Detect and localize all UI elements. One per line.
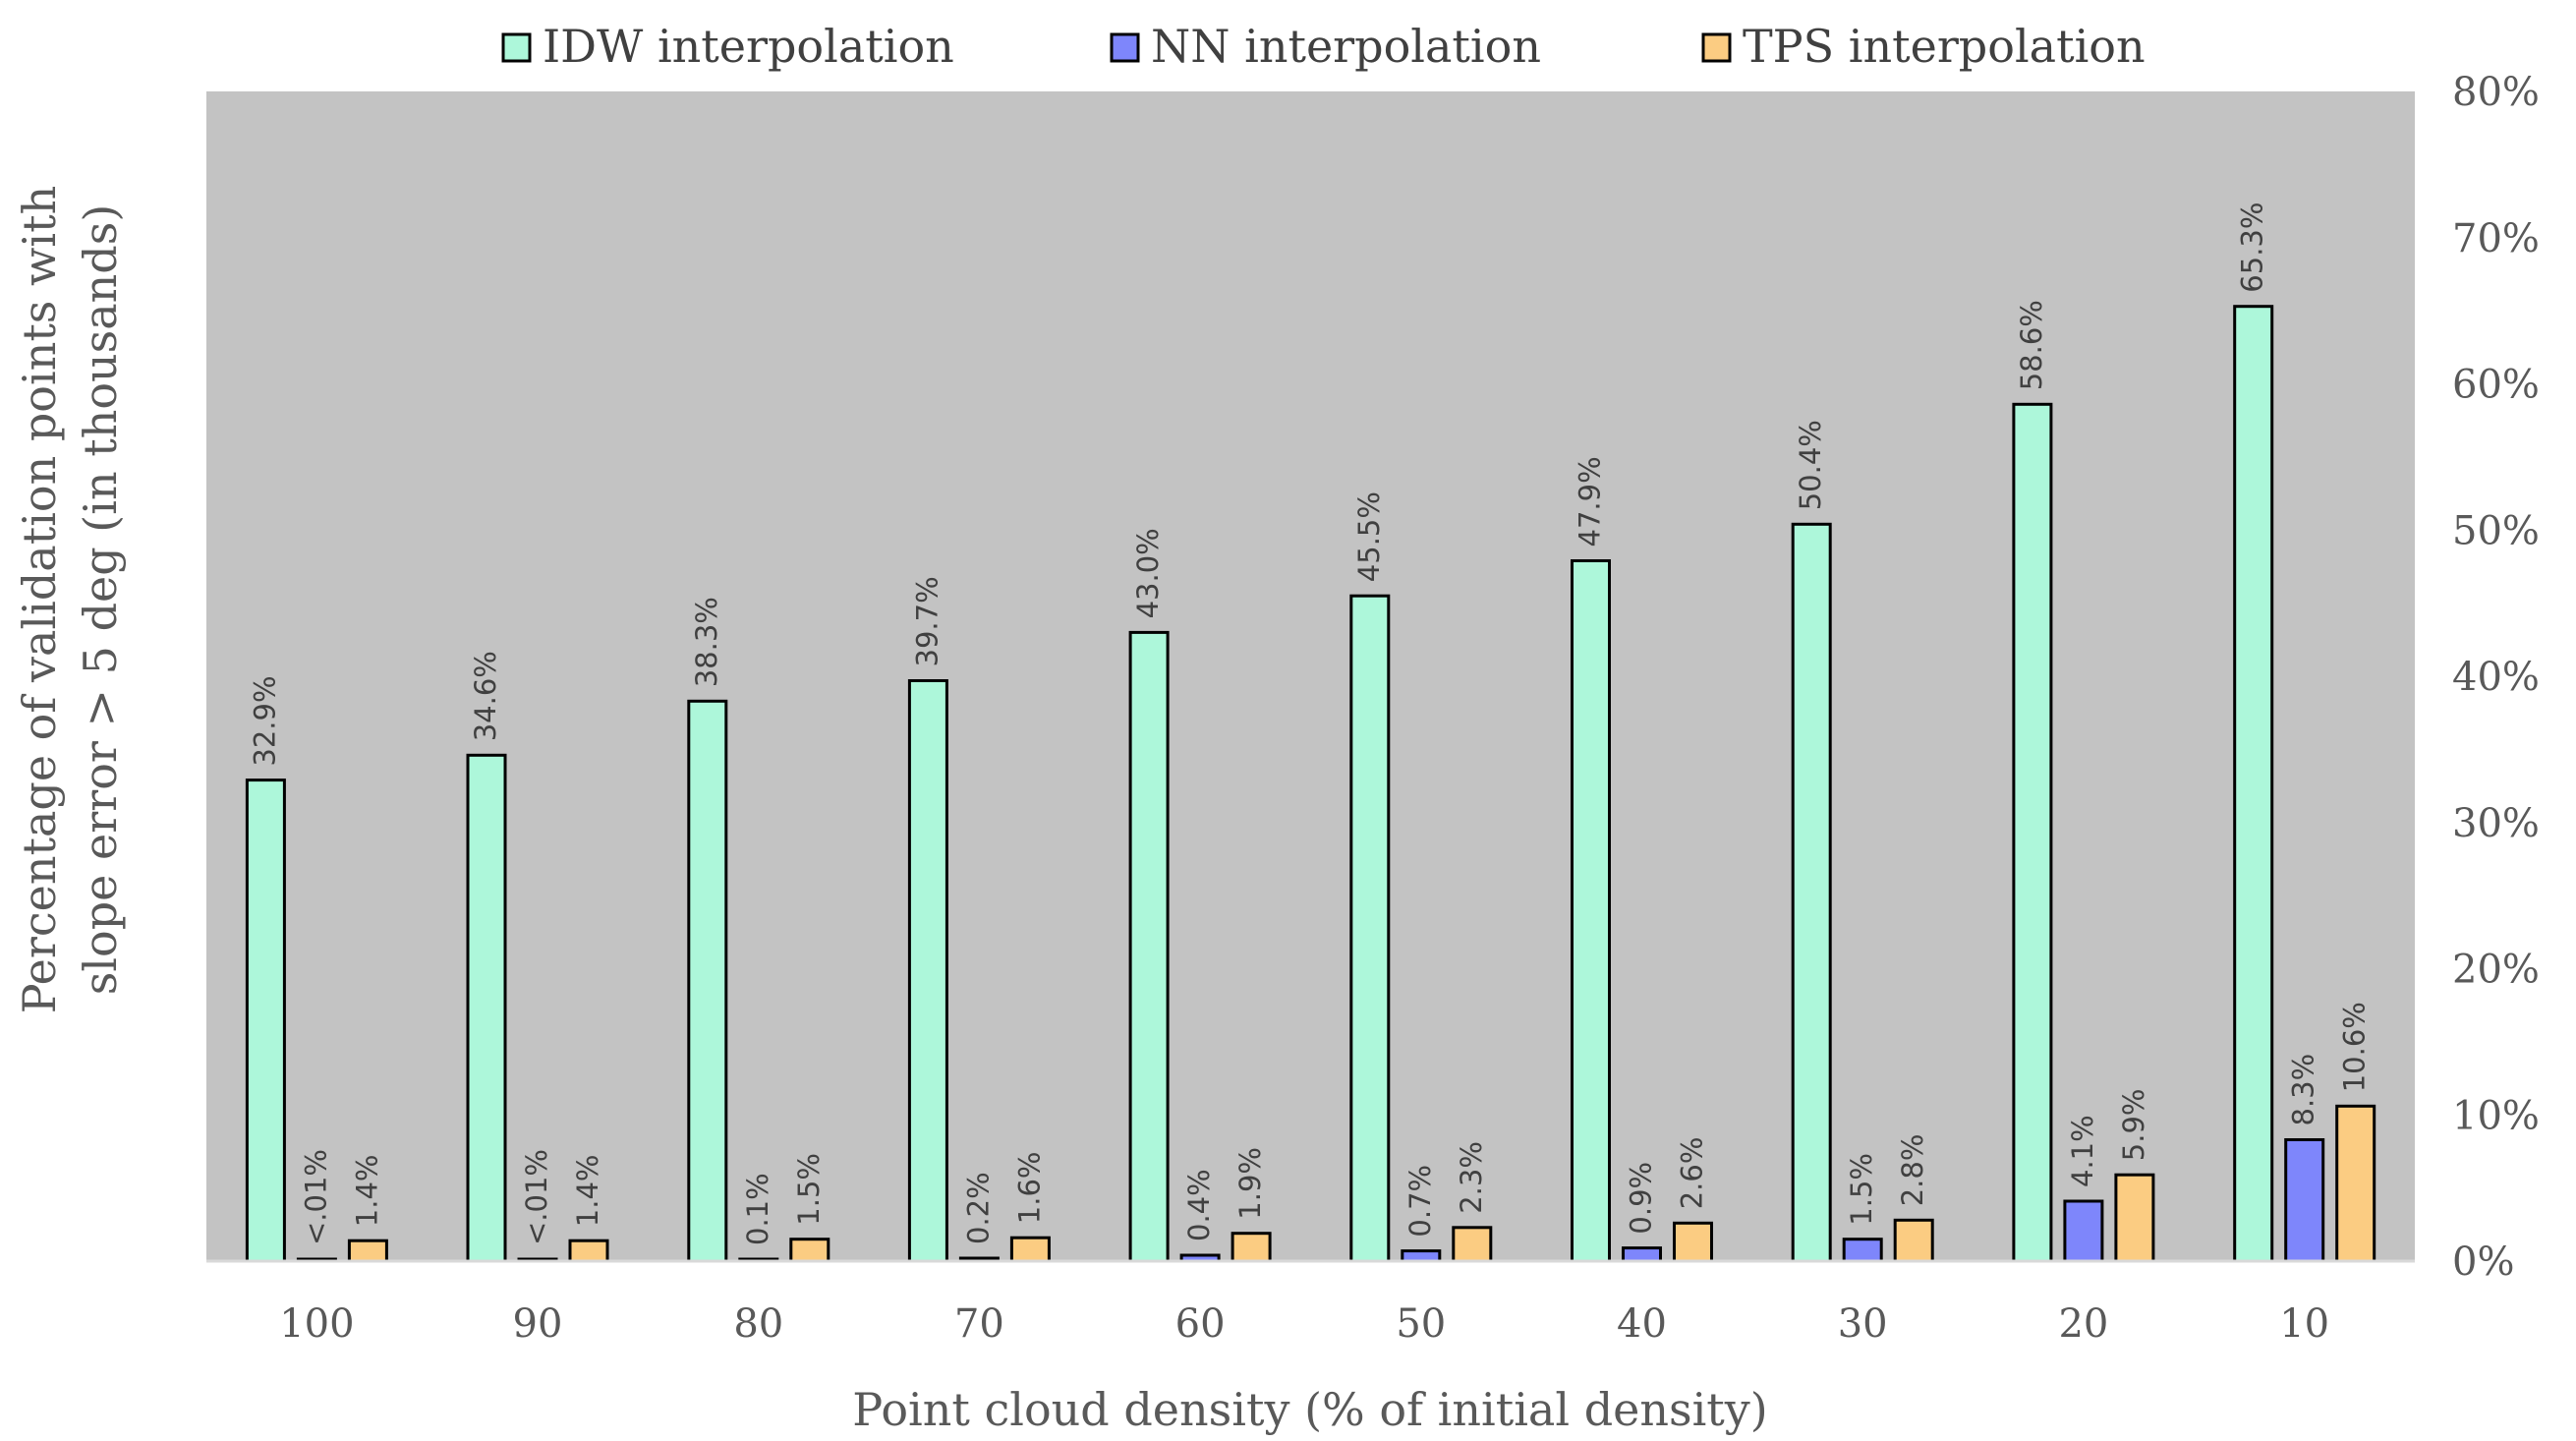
bar-idw-60	[1128, 630, 1170, 1263]
bar-tps-80	[789, 1238, 830, 1263]
data-label-tps-60: 1.9%	[1233, 1147, 1267, 1220]
data-label-idw-60: 43.0%	[1131, 528, 1165, 618]
data-label-nn-70: 0.2%	[961, 1172, 995, 1244]
y-tick-label-60: 60%	[2452, 363, 2540, 408]
x-tick-label-80: 80	[733, 1301, 783, 1347]
bar-tps-40	[1673, 1221, 1713, 1263]
y-tick-label-40: 40%	[2452, 655, 2540, 700]
data-label-tps-40: 2.6%	[1676, 1137, 1709, 1210]
bar-nn-20	[2063, 1199, 2104, 1263]
data-label-nn-10: 8.3%	[2287, 1054, 2320, 1126]
y-axis-title-line-1: Percentage of validation points with	[13, 186, 66, 1014]
ticks-layer: 100 90 80 70 60 50 40 30 20 10 0% 10% 20% 30% 40% 50% 60…	[279, 70, 2540, 1347]
data-label-nn-40: 0.9%	[1625, 1162, 1658, 1235]
data-label-idw-20: 58.6%	[2015, 300, 2048, 390]
y-tick-label-20: 20%	[2452, 948, 2540, 993]
bar-idw-50	[1349, 594, 1391, 1263]
bar-idw-90	[466, 753, 507, 1263]
legend-swatch-idw	[501, 32, 532, 63]
x-tick-label-20: 20	[2058, 1301, 2108, 1347]
y-tick-label-30: 30%	[2452, 801, 2540, 846]
x-tick-label-40: 40	[1617, 1301, 1667, 1347]
data-label-idw-100: 32.9%	[248, 675, 281, 766]
data-label-idw-50: 45.5%	[1352, 491, 1386, 582]
bar-idw-100	[245, 778, 286, 1263]
x-tick-label-90: 90	[513, 1301, 563, 1347]
x-tick-label-10: 10	[2279, 1301, 2329, 1347]
bar-tps-50	[1452, 1226, 1493, 1263]
data-label-tps-100: 1.4%	[350, 1155, 383, 1228]
bar-tps-20	[2114, 1173, 2155, 1263]
x-tick-label-60: 60	[1175, 1301, 1226, 1347]
data-label-idw-30: 50.4%	[1794, 420, 1827, 510]
y-tick-label-10: 10%	[2452, 1093, 2540, 1138]
data-label-nn-30: 1.5%	[1845, 1153, 1878, 1226]
bar-tps-70	[1009, 1236, 1051, 1263]
data-label-tps-20: 5.9%	[2117, 1089, 2150, 1162]
bar-nn-30	[1842, 1238, 1883, 1263]
data-label-nn-60: 0.4%	[1182, 1169, 1216, 1241]
bar-idw-30	[1791, 522, 1832, 1263]
data-label-idw-90: 34.6%	[469, 651, 502, 741]
data-label-idw-10: 65.3%	[2236, 202, 2269, 293]
legend-label-idw: IDW interpolation	[543, 20, 954, 73]
legend-swatch-tps	[1701, 32, 1732, 63]
bar-idw-80	[687, 699, 728, 1263]
data-label-tps-90: 1.4%	[571, 1155, 604, 1228]
bar-tps-60	[1231, 1232, 1272, 1263]
x-axis-title: Point cloud density (% of initial densit…	[852, 1383, 1767, 1436]
x-tick-label-50: 50	[1396, 1301, 1446, 1347]
y-axis-title: Percentage of validation points with	[13, 186, 66, 1014]
legend: IDW interpolation NN interpolation TPS int…	[501, 20, 2146, 73]
bar-tps-10	[2335, 1104, 2376, 1263]
data-label-tps-30: 2.8%	[1896, 1134, 1929, 1207]
bar-tps-90	[568, 1239, 609, 1263]
bars-layer: 32.9% 34.6% 38.3% 39.7% 43.0% 45.5% 47.9% 50.4%…	[245, 202, 2376, 1263]
y-axis-title-line-2: slope error > 5 deg (in thousands)	[74, 204, 127, 996]
bar-nn-40	[1622, 1246, 1662, 1263]
data-label-nn-50: 0.7%	[1403, 1165, 1437, 1238]
x-tick-label-100: 100	[279, 1301, 354, 1347]
data-label-idw-70: 39.7%	[910, 576, 944, 666]
plot-background	[206, 91, 2415, 1261]
data-label-nn-90: <.01%	[520, 1149, 553, 1245]
y-axis-title-line-2-text: slope error > 5 deg (in thousands)	[74, 204, 127, 996]
bar-idw-10	[2233, 305, 2274, 1263]
data-label-idw-80: 38.3%	[690, 597, 723, 687]
bar-nn-50	[1401, 1249, 1442, 1263]
data-label-tps-70: 1.6%	[1012, 1152, 1046, 1225]
bar-tps-100	[347, 1239, 388, 1263]
data-label-nn-20: 4.1%	[2066, 1115, 2099, 1187]
data-label-nn-80: 0.1%	[741, 1173, 774, 1245]
y-tick-label-50: 50%	[2452, 508, 2540, 553]
legend-label-nn: NN interpolation	[1151, 20, 1541, 73]
x-tick-label-70: 70	[954, 1301, 1004, 1347]
legend-label-tps: TPS interpolation	[1743, 20, 2146, 73]
x-tick-label-30: 30	[1838, 1301, 1888, 1347]
data-label-tps-50: 2.3%	[1455, 1141, 1488, 1214]
bar-nn-10	[2284, 1138, 2325, 1263]
data-label-tps-10: 10.6%	[2338, 1002, 2372, 1092]
bar-idw-20	[2012, 402, 2053, 1263]
bar-idw-70	[907, 679, 948, 1263]
legend-swatch-nn	[1110, 32, 1140, 63]
y-tick-label-70: 70%	[2452, 216, 2540, 261]
data-label-idw-40: 47.9%	[1574, 456, 1607, 547]
y-tick-label-80: 80%	[2452, 70, 2540, 115]
bar-idw-40	[1571, 559, 1611, 1263]
data-label-nn-100: <.01%	[299, 1149, 332, 1245]
data-label-tps-80: 1.5%	[792, 1153, 826, 1226]
y-tick-label-0: 0%	[2452, 1239, 2514, 1285]
bar-tps-30	[1893, 1218, 1934, 1263]
